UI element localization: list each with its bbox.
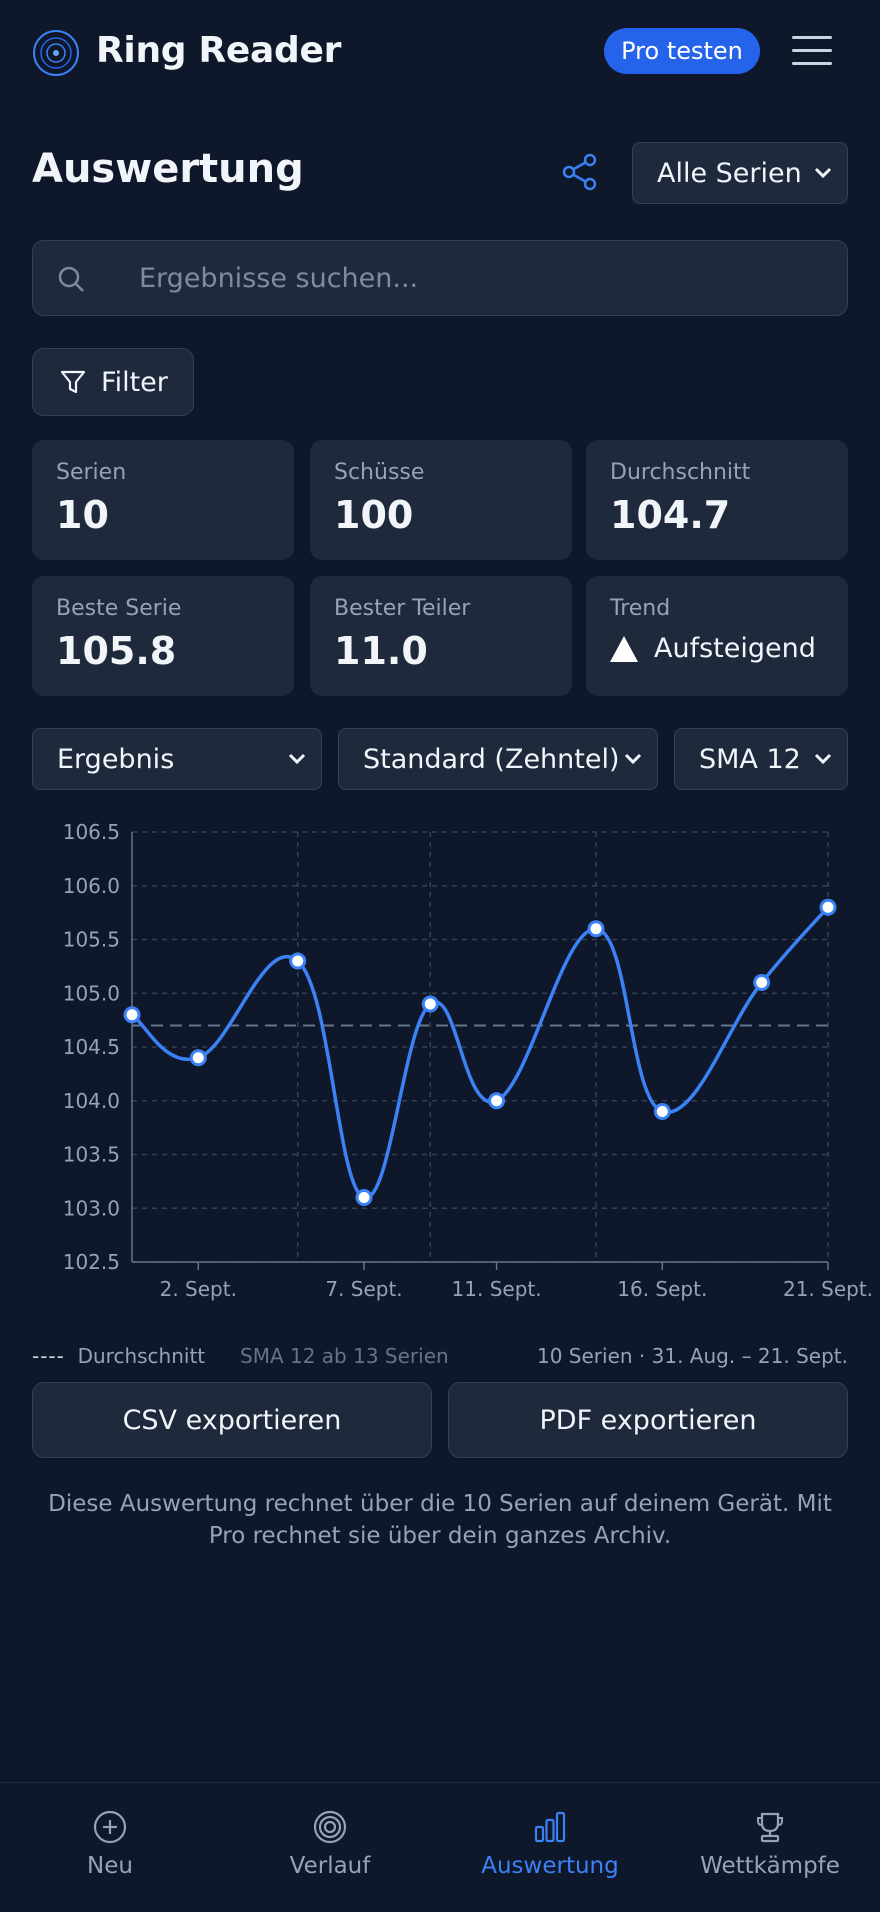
triangle-up-icon bbox=[610, 635, 638, 662]
stat-label: Beste Serie bbox=[56, 596, 182, 621]
series-range: 10 Serien · 31. Aug. – 21. Sept. bbox=[537, 1344, 848, 1368]
share-icon[interactable] bbox=[560, 152, 600, 192]
filter-label: Filter bbox=[101, 366, 168, 398]
bar-chart-icon bbox=[534, 1811, 566, 1843]
scoring-mode-value: Standard (Zehntel) bbox=[363, 743, 620, 775]
chevron-down-icon bbox=[814, 753, 832, 765]
data-point bbox=[488, 1092, 506, 1110]
stat-label: Schüsse bbox=[334, 460, 425, 485]
nav-label: Auswertung bbox=[481, 1853, 619, 1879]
stat-value: 11.0 bbox=[334, 629, 428, 673]
nav-label: Wettkämpfe bbox=[700, 1853, 840, 1879]
data-point bbox=[189, 1049, 207, 1067]
plus-circle-icon bbox=[93, 1810, 127, 1844]
stat-card-schuesse: Schüsse 100 bbox=[310, 440, 572, 560]
y-tick-label: 104.0 bbox=[63, 1089, 120, 1113]
app-header: Ring Reader Pro testen bbox=[0, 0, 880, 104]
chevron-down-icon bbox=[288, 753, 306, 765]
trophy-icon bbox=[757, 1812, 783, 1843]
data-point bbox=[653, 1103, 671, 1120]
nav-item-neu[interactable]: Neu bbox=[0, 1783, 220, 1912]
filter-funnel-icon bbox=[60, 370, 86, 394]
stat-card-serien: Serien 10 bbox=[32, 440, 294, 560]
sma-select[interactable]: SMA 12 bbox=[674, 728, 848, 790]
data-point bbox=[587, 920, 605, 938]
y-tick-label: 103.0 bbox=[63, 1196, 120, 1220]
nav-label: Neu bbox=[87, 1853, 133, 1879]
stat-label: Serien bbox=[56, 460, 127, 485]
y-tick-label: 105.5 bbox=[63, 928, 120, 952]
nav-item-verlauf[interactable]: Verlauf bbox=[220, 1783, 440, 1912]
series-line bbox=[130, 906, 830, 1200]
app-title: Ring Reader bbox=[96, 30, 342, 71]
y-tick-label: 106.5 bbox=[63, 820, 120, 844]
data-point bbox=[355, 1189, 373, 1206]
data-point bbox=[819, 898, 837, 916]
pdf-export-button[interactable]: PDF exportieren bbox=[448, 1382, 848, 1458]
legend-average-label: Durchschnitt bbox=[77, 1344, 206, 1368]
stat-value: Aufsteigend bbox=[654, 633, 816, 664]
metric-select-value: Ergebnis bbox=[57, 743, 175, 775]
sma-note: SMA 12 ab 13 Serien bbox=[240, 1344, 449, 1368]
stat-value: 105.8 bbox=[56, 629, 177, 673]
filter-button[interactable]: Filter bbox=[32, 348, 194, 416]
series-select-value: Alle Serien bbox=[657, 157, 802, 189]
stat-card-trend: Trend Aufsteigend bbox=[586, 576, 848, 696]
x-tick-label: 7. Sept. bbox=[325, 1277, 402, 1301]
pro-trial-button[interactable]: Pro testen bbox=[604, 28, 760, 74]
chevron-down-icon bbox=[814, 167, 832, 179]
metric-select[interactable]: Ergebnis bbox=[32, 728, 322, 790]
stat-label: Durchschnitt bbox=[610, 460, 751, 485]
stat-value: 104.7 bbox=[610, 493, 731, 537]
stat-card-durchschnitt: Durchschnitt 104.7 bbox=[586, 440, 848, 560]
stat-label: Bester Teiler bbox=[334, 596, 471, 621]
hamburger-menu-icon[interactable] bbox=[792, 36, 832, 68]
pro-info-note: Diese Auswertung rechnet über die 10 Ser… bbox=[48, 1491, 832, 1549]
y-tick-label: 103.5 bbox=[63, 1143, 120, 1167]
data-point bbox=[753, 974, 771, 991]
nav-label: Verlauf bbox=[289, 1853, 371, 1879]
data-point bbox=[421, 995, 439, 1013]
data-point bbox=[289, 952, 307, 970]
x-tick-label: 11. Sept. bbox=[452, 1277, 542, 1301]
target-icon bbox=[313, 1810, 347, 1844]
trend-indicator: Aufsteigend bbox=[610, 633, 824, 664]
search-input[interactable] bbox=[105, 241, 825, 315]
x-tick-label: 2. Sept. bbox=[160, 1277, 237, 1301]
sma-select-value: SMA 12 bbox=[699, 743, 801, 775]
data-point bbox=[123, 1006, 141, 1024]
stat-card-beste-serie: Beste Serie 105.8 bbox=[32, 576, 294, 696]
search-bar bbox=[32, 240, 848, 316]
stat-value: 10 bbox=[56, 493, 109, 537]
x-tick-label: 16. Sept. bbox=[617, 1277, 707, 1301]
y-tick-label: 105.0 bbox=[63, 981, 120, 1005]
stat-card-bester-teiler: Bester Teiler 11.0 bbox=[310, 576, 572, 696]
nav-item-auswertung[interactable]: Auswertung bbox=[440, 1783, 660, 1912]
target-logo-icon bbox=[33, 30, 79, 76]
series-select[interactable]: Alle Serien bbox=[632, 142, 848, 204]
bottom-navigation: Neu Verlauf Auswertung Wettkämpfe bbox=[0, 1782, 880, 1912]
x-tick-label: 21. Sept. bbox=[783, 1277, 873, 1301]
search-icon bbox=[58, 266, 84, 292]
y-tick-label: 102.5 bbox=[63, 1250, 120, 1274]
y-tick-label: 104.5 bbox=[63, 1035, 120, 1059]
chevron-down-icon bbox=[624, 753, 642, 765]
stat-value: 100 bbox=[334, 493, 414, 537]
y-tick-label: 106.0 bbox=[63, 874, 120, 898]
stat-label: Trend bbox=[610, 596, 671, 621]
nav-item-wettkaempfe[interactable]: Wettkämpfe bbox=[660, 1783, 880, 1912]
csv-export-button[interactable]: CSV exportieren bbox=[32, 1382, 432, 1458]
scoring-mode-select[interactable]: Standard (Zehntel) bbox=[338, 728, 658, 790]
legend-average: ---- Durchschnitt bbox=[32, 1344, 206, 1368]
page-title: Auswertung bbox=[32, 146, 304, 192]
results-line-chart: 106.5 106.0 105.5 105.0 104.5 104.0 103.5 103.0… bbox=[63, 820, 873, 1301]
